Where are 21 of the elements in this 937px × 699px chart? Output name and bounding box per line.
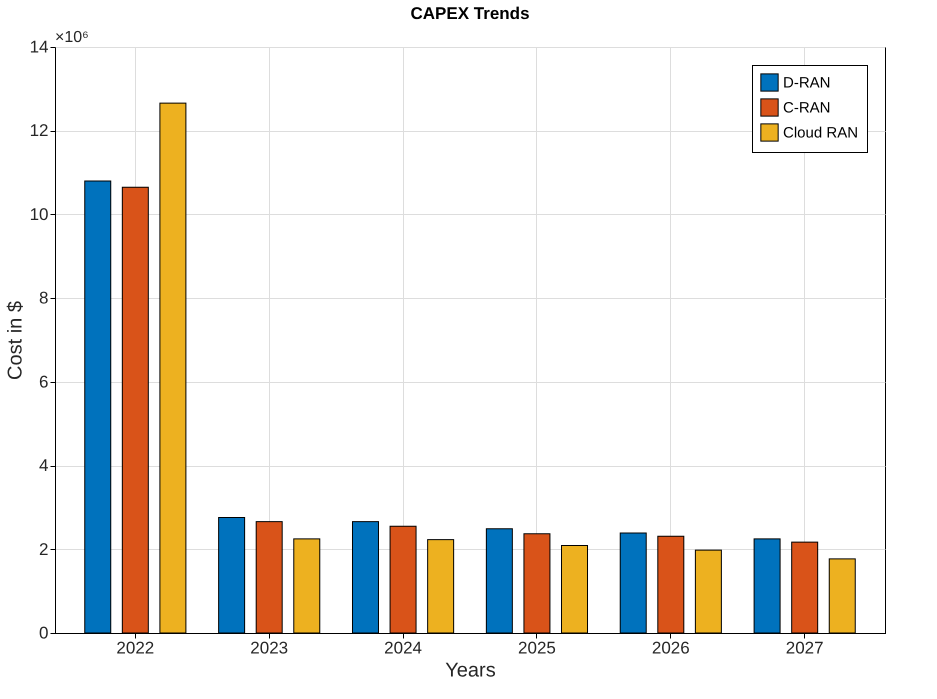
legend-label: Cloud RAN [783,124,858,142]
y-axis-title: Cost in $ [4,301,27,380]
y-tick-label: 12 [30,121,48,140]
x-tick-label: 2027 [786,638,824,658]
x-tick-label: 2022 [116,638,154,658]
x-tick-label: 2024 [384,638,422,658]
legend-label: C-RAN [783,100,830,116]
y-tick-label: 8 [39,288,48,308]
chart-title: CAPEX Trends [410,4,530,23]
legend-label: D-RAN [783,74,830,92]
x-tick-label: 2025 [518,638,556,658]
y-tick-label: 0 [39,624,48,642]
y-tick-label: 2 [39,540,48,559]
y-tick-label: 6 [39,372,48,392]
y-tick-label: 4 [39,456,48,476]
text: ×10⁶ [55,29,89,46]
y-tick-label: 10 [30,204,48,224]
y-tick-label: 14 [30,38,48,56]
x-tick-label: 2023 [250,638,288,658]
x-tick-label: 2026 [652,638,690,658]
x-axis-title: Years [445,660,496,682]
